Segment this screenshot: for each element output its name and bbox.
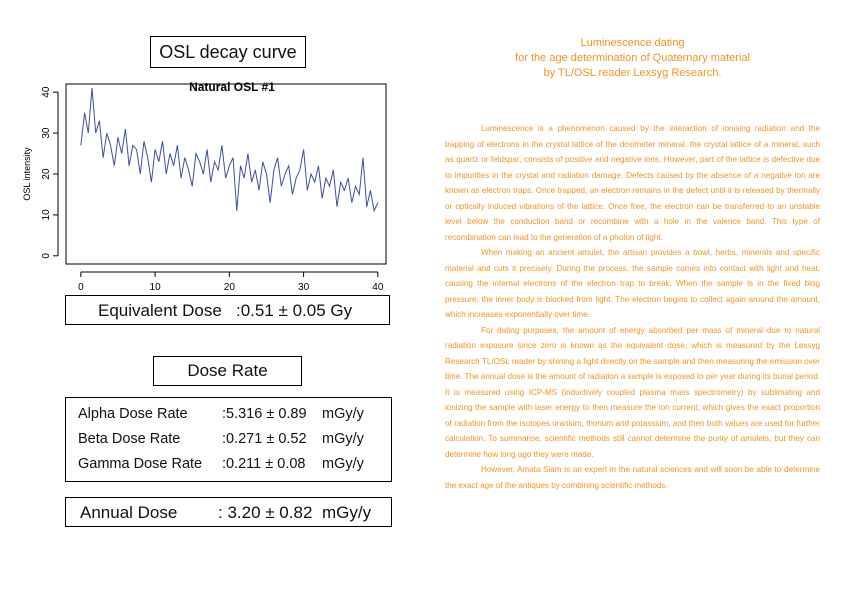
x-tick-label: 30 <box>298 282 310 293</box>
value: : 3.20 ± 0.82 <box>218 503 313 522</box>
label: Gamma Dose Rate <box>78 456 203 472</box>
y-tick-label: 40 <box>41 86 52 98</box>
unit: mGy/y <box>322 406 364 422</box>
value: :0.211 ± 0.08 <box>222 456 306 472</box>
label: Annual Dose <box>80 503 178 522</box>
article: Luminescence dating for the age determin… <box>445 36 820 493</box>
article-heading: Luminescence dating for the age determin… <box>445 36 820 81</box>
paragraph: When making an ancient amulet, the artis… <box>445 248 820 319</box>
chart: Natural OSL #1 OSL intensity 0 10 20 30 40 0 1… <box>22 80 387 293</box>
y-tick-label: 20 <box>41 168 52 180</box>
label: Equivalent Dose <box>98 301 222 320</box>
heading-line: Luminescence dating <box>580 37 685 49</box>
dose-rate-title: Dose Rate <box>153 356 302 386</box>
value: :0.51 ± 0.05 Gy <box>236 301 353 320</box>
equivalent-dose: Equivalent Dose :0.51 ± 0.05 Gy <box>65 295 390 325</box>
paragraph: Luminescence is a phenomenon caused by t… <box>445 124 820 242</box>
y-tick-label: 0 <box>41 253 52 259</box>
unit: mGy/y <box>322 456 364 472</box>
x-tick-label: 10 <box>150 282 162 293</box>
x-tick-label: 40 <box>372 282 384 293</box>
unit: mGy/y <box>322 503 372 522</box>
osl-line <box>80 88 379 213</box>
heading-line: by TL/OSL reader Lexsyg Research. <box>543 67 722 79</box>
annual-dose: Annual Dose : 3.20 ± 0.82 mGy/y <box>65 497 392 527</box>
label: Beta Dose Rate <box>78 431 181 447</box>
x-tick-label: 20 <box>224 282 236 293</box>
y-tick-label: 10 <box>41 209 52 221</box>
dose-rate-table: Alpha Dose Rate :5.316 ± 0.89 mGy/y Beta… <box>65 397 392 482</box>
value: :5.316 ± 0.89 <box>222 406 307 422</box>
label: Alpha Dose Rate <box>78 406 188 422</box>
x-tick-label: 0 <box>78 282 84 293</box>
y-tick-label: 30 <box>41 127 52 139</box>
section-title: OSL decay curve <box>150 36 306 68</box>
heading-line: for the age determination of Quaternary … <box>515 52 750 64</box>
unit: mGy/y <box>322 431 364 447</box>
y-axis-label: OSL intensity <box>22 147 32 201</box>
plot-frame <box>65 83 387 265</box>
paragraph: However, Amata Siam is an expert in the … <box>445 465 820 490</box>
value: :0.271 ± 0.52 <box>222 431 307 447</box>
paragraph: For dating purposes, the amount of energ… <box>445 325 820 459</box>
chart-title: Natural OSL #1 <box>189 80 275 94</box>
